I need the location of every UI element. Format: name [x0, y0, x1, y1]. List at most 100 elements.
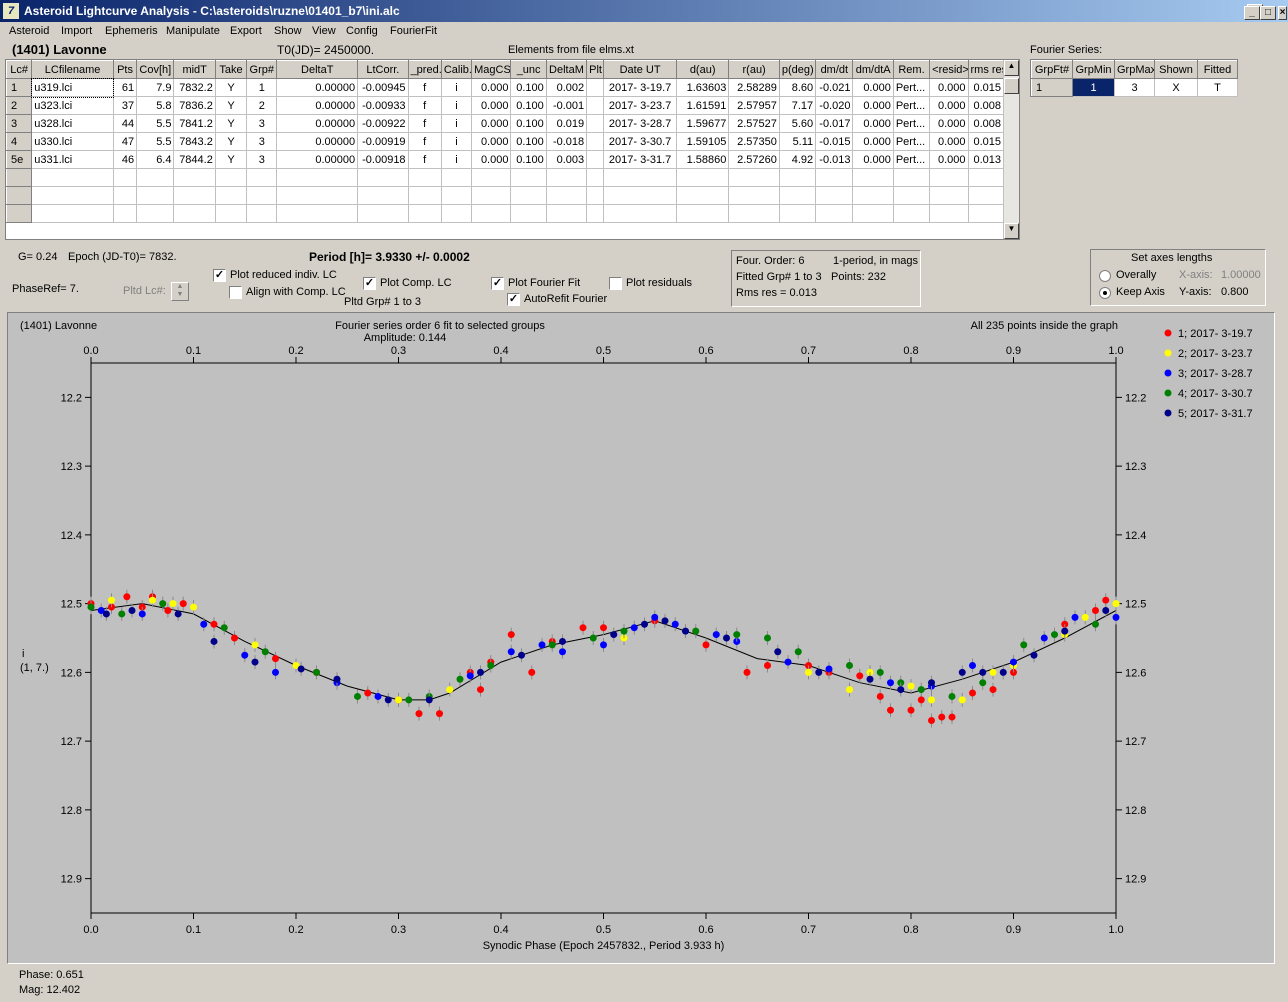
table-cell[interactable]	[778, 186, 817, 205]
table-row[interactable]	[5, 204, 1004, 223]
table-cell[interactable]	[214, 186, 248, 205]
table-cell[interactable]: 5.5	[136, 114, 175, 133]
table-cell[interactable]: -0.018	[545, 132, 588, 151]
column-header[interactable]: <resid>	[929, 60, 969, 79]
column-header[interactable]: p(deg)	[778, 60, 817, 79]
table-cell[interactable]: 7836.2	[173, 96, 216, 115]
fourier-column-header[interactable]: GrpFt#	[1031, 60, 1073, 79]
pltd-lc-spinner[interactable]: ▲ ▼	[171, 282, 189, 301]
row-header[interactable]: 4	[5, 132, 33, 151]
table-cell[interactable]: u328.lci	[31, 114, 114, 133]
table-cell[interactable]: 0.00000	[276, 150, 359, 169]
table-row[interactable]: 5e u331.lci 46 6.4 7844.2 Y 3 0.00000 -0.00918 f i…	[5, 150, 1004, 169]
table-cell[interactable]	[407, 204, 442, 223]
table-cell[interactable]	[471, 168, 512, 187]
table-cell[interactable]: 0.015	[967, 78, 1004, 97]
table-cell[interactable]: i	[440, 78, 473, 97]
table-cell[interactable]	[778, 204, 817, 223]
close-button[interactable]: ×	[1278, 6, 1287, 20]
overally-radio[interactable]	[1099, 270, 1111, 282]
table-cell[interactable]: 1.59105	[675, 132, 730, 151]
table-cell[interactable]: 0.000	[471, 150, 512, 169]
menu-ephemeris[interactable]: Ephemeris	[105, 25, 158, 37]
table-cell[interactable]: 0.000	[852, 78, 894, 97]
plot-reduced-checkbox[interactable]: ✓	[213, 269, 226, 282]
table-cell[interactable]	[214, 204, 248, 223]
table-cell[interactable]: 0.000	[852, 114, 894, 133]
table-cell[interactable]: 2.57957	[728, 96, 780, 115]
table-cell[interactable]: 47	[112, 132, 138, 151]
menu-export[interactable]: Export	[230, 25, 262, 37]
table-cell[interactable]: 2017- 3-30.7	[603, 132, 677, 151]
autorefit-checkbox[interactable]: ✓	[507, 293, 520, 306]
column-header[interactable]: _unc	[510, 60, 547, 79]
table-cell[interactable]: 0.013	[967, 150, 1004, 169]
table-cell[interactable]: 0.100	[510, 132, 547, 151]
yaxis-value[interactable]: 0.800	[1221, 286, 1249, 298]
column-header[interactable]: Lc#	[5, 60, 33, 79]
column-header[interactable]: dm/dtA	[852, 60, 894, 79]
table-cell[interactable]: Pert...	[892, 96, 931, 115]
fourier-column-header[interactable]: Fitted	[1197, 60, 1238, 79]
table-cell[interactable]: 0.000	[929, 132, 969, 151]
row-header[interactable]	[5, 186, 33, 205]
table-row[interactable]: 3 u328.lci 44 5.5 7841.2 Y 3 0.00000 -0.00922 f i 0…	[5, 114, 1004, 133]
column-header[interactable]: rms res	[967, 60, 1004, 79]
table-cell[interactable]: 0.019	[545, 114, 588, 133]
table-cell[interactable]	[173, 168, 216, 187]
align-comp-checkbox[interactable]	[229, 286, 242, 299]
lightcurve-plot[interactable]: 0.0 0.0 0.1 0.1 0.2 0.2 0.3 0.3 0.4 0.4 0.5 0.5 0.6 0…	[7, 312, 1275, 964]
menu-view[interactable]: View	[312, 25, 336, 37]
column-header[interactable]: Take	[214, 60, 248, 79]
table-cell[interactable]	[357, 186, 409, 205]
table-row[interactable]	[5, 186, 1004, 205]
table-cell[interactable]	[778, 168, 817, 187]
table-cell[interactable]: Y	[214, 114, 248, 133]
table-cell[interactable]	[112, 186, 138, 205]
table-cell[interactable]	[440, 168, 473, 187]
fourier-cell[interactable]: 3	[1114, 78, 1155, 97]
table-cell[interactable]	[112, 204, 138, 223]
scroll-thumb[interactable]	[1004, 78, 1019, 94]
table-cell[interactable]: 0.00000	[276, 132, 359, 151]
menu-manipulate[interactable]: Manipulate	[166, 25, 220, 37]
table-cell[interactable]: Y	[214, 150, 248, 169]
row-header[interactable]: 1	[5, 78, 33, 97]
table-cell[interactable]	[586, 186, 605, 205]
column-header[interactable]: DeltaM	[545, 60, 588, 79]
table-cell[interactable]: 0.008	[967, 96, 1004, 115]
table-cell[interactable]	[815, 186, 854, 205]
table-cell[interactable]	[545, 168, 588, 187]
table-cell[interactable]: 0.000	[929, 96, 969, 115]
table-cell[interactable]: 2.58289	[728, 78, 780, 97]
table-cell[interactable]: u323.lci	[31, 96, 114, 115]
table-cell[interactable]: -0.020	[815, 96, 854, 115]
table-cell[interactable]: 7844.2	[173, 150, 216, 169]
table-cell[interactable]: -0.001	[545, 96, 588, 115]
table-cell[interactable]: 7843.2	[173, 132, 216, 151]
table-cell[interactable]	[728, 168, 780, 187]
scroll-up-icon[interactable]: ▲	[1004, 60, 1019, 76]
fourier-cell[interactable]: 1	[1072, 78, 1115, 97]
table-cell[interactable]	[728, 186, 780, 205]
table-cell[interactable]: 3	[246, 150, 278, 169]
table-cell[interactable]: 0.000	[929, 114, 969, 133]
table-cell[interactable]: i	[440, 150, 473, 169]
column-header[interactable]: DeltaT	[276, 60, 359, 79]
table-cell[interactable]: 2017- 3-31.7	[603, 150, 677, 169]
table-cell[interactable]: f	[407, 96, 442, 115]
table-cell[interactable]	[276, 204, 359, 223]
table-cell[interactable]	[31, 204, 114, 223]
table-cell[interactable]: i	[440, 132, 473, 151]
app-logo-icon[interactable]: 7	[3, 3, 19, 19]
table-cell[interactable]: -0.00919	[357, 132, 409, 151]
table-cell[interactable]: 1.61591	[675, 96, 730, 115]
table-cell[interactable]	[815, 204, 854, 223]
table-cell[interactable]	[112, 168, 138, 187]
table-cell[interactable]: Pert...	[892, 114, 931, 133]
table-cell[interactable]: i	[440, 114, 473, 133]
menu-import[interactable]: Import	[61, 25, 93, 37]
table-cell[interactable]	[246, 204, 278, 223]
column-header[interactable]: Pts	[112, 60, 138, 79]
table-cell[interactable]: 0.000	[852, 96, 894, 115]
